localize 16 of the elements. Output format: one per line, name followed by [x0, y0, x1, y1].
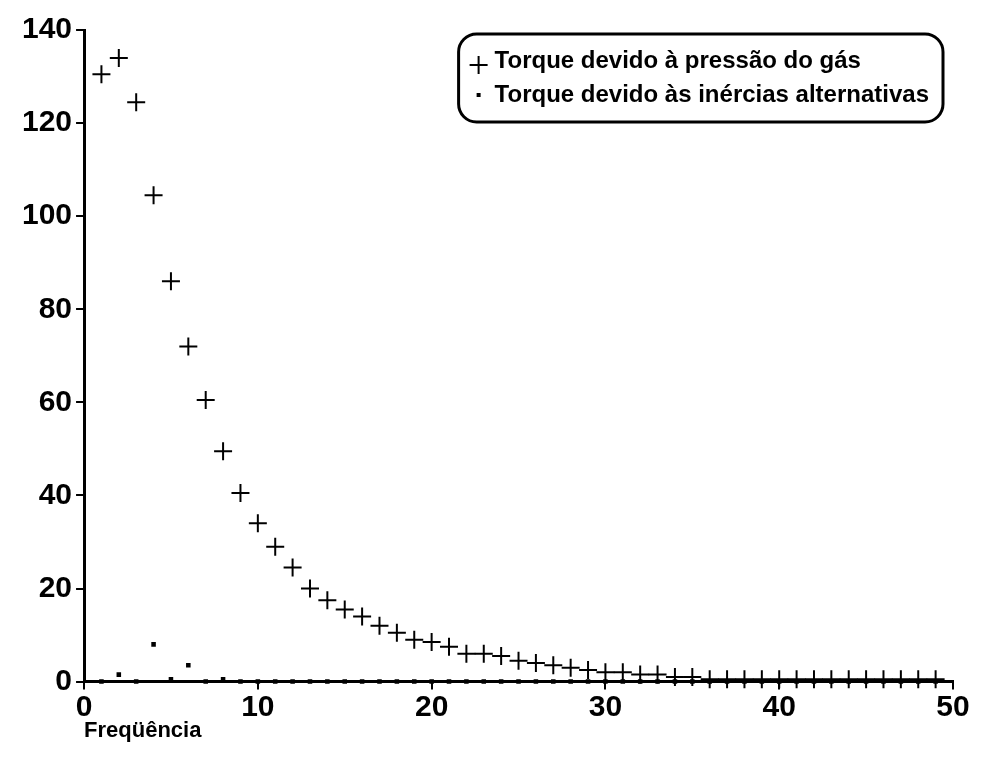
legend-label: Torque devido à pressão do gás — [494, 45, 861, 73]
y-tick-label: 120 — [21, 104, 73, 138]
y-tick-label: 80 — [38, 290, 73, 324]
y-tick-label: 140 — [21, 11, 73, 45]
y-tick-label: 60 — [38, 383, 73, 417]
x-axis-title: Freqüência — [84, 716, 203, 742]
legend-label: Torque devido às inércias alternativas — [494, 79, 929, 107]
x-tick-label: 10 — [241, 688, 275, 722]
x-tick-label: 30 — [588, 688, 623, 722]
x-tick-label: 20 — [414, 688, 449, 722]
x-tick-label: 40 — [762, 688, 796, 722]
y-tick-label: 100 — [21, 197, 73, 231]
y-tick-label: 40 — [38, 476, 73, 510]
y-tick-label: 20 — [38, 569, 73, 603]
y-tick-label: 0 — [55, 662, 73, 696]
x-tick-label: 50 — [936, 688, 970, 722]
